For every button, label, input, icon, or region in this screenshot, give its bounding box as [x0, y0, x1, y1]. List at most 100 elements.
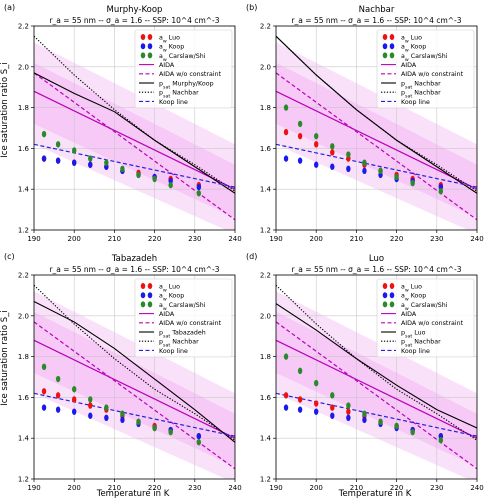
- data-point: [72, 386, 77, 393]
- legend-marker: [382, 43, 388, 50]
- panel-c: 190 200 210 220 230 240 1.2 1.4 1.6 1.8 2.0 2.2 (c) T…: [4, 252, 242, 492]
- y-tick-label: 1.8: [260, 353, 271, 361]
- x-tick-label: 220: [148, 484, 161, 492]
- legend-marker: [382, 301, 388, 308]
- y-tick-label: 1.2: [260, 227, 271, 235]
- data-point: [283, 155, 289, 162]
- data-point: [378, 167, 383, 175]
- legend-label: psat Tabazadeh: [159, 329, 206, 339]
- data-point: [314, 379, 319, 387]
- y-axis-label-bottom: Ice saturation ratio S_i: [0, 310, 10, 405]
- data-point: [314, 161, 319, 168]
- legend-marker: [389, 43, 395, 50]
- data-point: [346, 165, 351, 172]
- y-tick-label: 1.2: [18, 227, 29, 235]
- data-point: [314, 408, 319, 415]
- uncertainty-band-outer: [34, 291, 235, 479]
- series-line: [276, 90, 477, 190]
- legend-marker: [389, 34, 395, 40]
- x-tick-label: 240: [470, 235, 483, 243]
- data-point: [196, 190, 202, 197]
- data-point: [168, 428, 173, 436]
- data-point: [283, 404, 289, 411]
- x-tick-label: 190: [269, 484, 282, 492]
- x-tick-label: 230: [188, 484, 201, 492]
- data-point: [104, 404, 109, 411]
- legend-label: aw Carslaw/Shi: [159, 53, 206, 63]
- uncertainty-band-outer: [34, 42, 235, 230]
- data-point: [72, 159, 77, 166]
- series-line: [276, 392, 477, 437]
- series-line: [34, 321, 235, 470]
- y-tick-label: 2.2: [18, 272, 29, 280]
- data-point: [283, 128, 289, 136]
- data-point: [330, 412, 335, 419]
- data-point: [283, 392, 289, 399]
- legend-label: Koop line: [401, 99, 430, 106]
- legend-box: [376, 29, 475, 109]
- y-tick-label: 1.2: [260, 476, 271, 484]
- y-tick-label: 2.0: [260, 312, 271, 320]
- y-tick-label: 2.0: [260, 63, 271, 71]
- legend-marker: [382, 34, 388, 40]
- plot-area: [34, 275, 235, 479]
- axes-frame: [275, 274, 478, 480]
- data-point: [55, 157, 61, 164]
- legend-marker: [389, 52, 395, 59]
- data-point: [55, 141, 61, 148]
- data-point: [72, 147, 77, 154]
- data-point: [55, 406, 61, 413]
- legend-label: Koop line: [401, 348, 430, 355]
- panel-title: Murphy-Koop: [107, 5, 163, 15]
- legend-label: Koop line: [159, 99, 188, 106]
- series-line: [276, 321, 477, 470]
- legend-marker: [147, 301, 153, 308]
- legend-label: aw Koop: [159, 44, 184, 54]
- series-line: [34, 143, 235, 188]
- data-point: [438, 188, 444, 195]
- y-axis-label-top: Ice saturation ratio S_i: [0, 62, 10, 157]
- y-tick-label: 1.8: [18, 353, 29, 361]
- legend-label: AIDA w/o constraint: [401, 320, 464, 327]
- y-tick-label: 2.2: [18, 23, 29, 31]
- data-point: [196, 439, 202, 446]
- legend-label: aw Luo: [159, 283, 180, 293]
- series-line: [276, 72, 477, 221]
- y-tick-label: 1.4: [18, 435, 30, 443]
- legend-label: psat Luo: [401, 329, 426, 339]
- data-point: [72, 408, 77, 415]
- data-point: [120, 416, 125, 424]
- data-point: [394, 422, 399, 430]
- y-tick-label: 1.2: [18, 476, 29, 484]
- data-point: [120, 165, 125, 172]
- legend-label: aw Carslaw/Shi: [159, 302, 206, 312]
- y-tick-label: 1.4: [260, 186, 272, 194]
- x-axis-label-left: Temperature in K: [96, 489, 170, 499]
- y-tick-label: 1.8: [18, 104, 29, 112]
- x-tick-label: 220: [148, 235, 161, 243]
- legend-label: aw Koop: [159, 293, 184, 303]
- legend-label: AIDA: [401, 311, 417, 318]
- data-point: [136, 171, 141, 179]
- data-point: [362, 416, 367, 424]
- legend-marker: [147, 52, 153, 59]
- panel-letter: (d): [246, 252, 257, 261]
- y-tick-label: 2.0: [18, 312, 29, 320]
- data-point: [41, 388, 47, 395]
- data-point: [297, 132, 303, 140]
- legend-marker: [147, 283, 153, 289]
- data-point: [362, 167, 367, 175]
- data-point: [152, 424, 157, 432]
- x-tick-label: 230: [188, 235, 201, 243]
- uncertainty-band-outer: [276, 42, 477, 230]
- legend-marker: [140, 301, 146, 308]
- series-line: [276, 35, 477, 192]
- data-point: [314, 132, 319, 140]
- y-tick-label: 1.6: [260, 145, 272, 153]
- legend-marker: [382, 283, 388, 289]
- series-line: [276, 284, 477, 441]
- axes-frame: [275, 25, 478, 231]
- series-line: [34, 301, 235, 443]
- x-tick-label: 200: [310, 484, 323, 492]
- data-point: [297, 396, 303, 403]
